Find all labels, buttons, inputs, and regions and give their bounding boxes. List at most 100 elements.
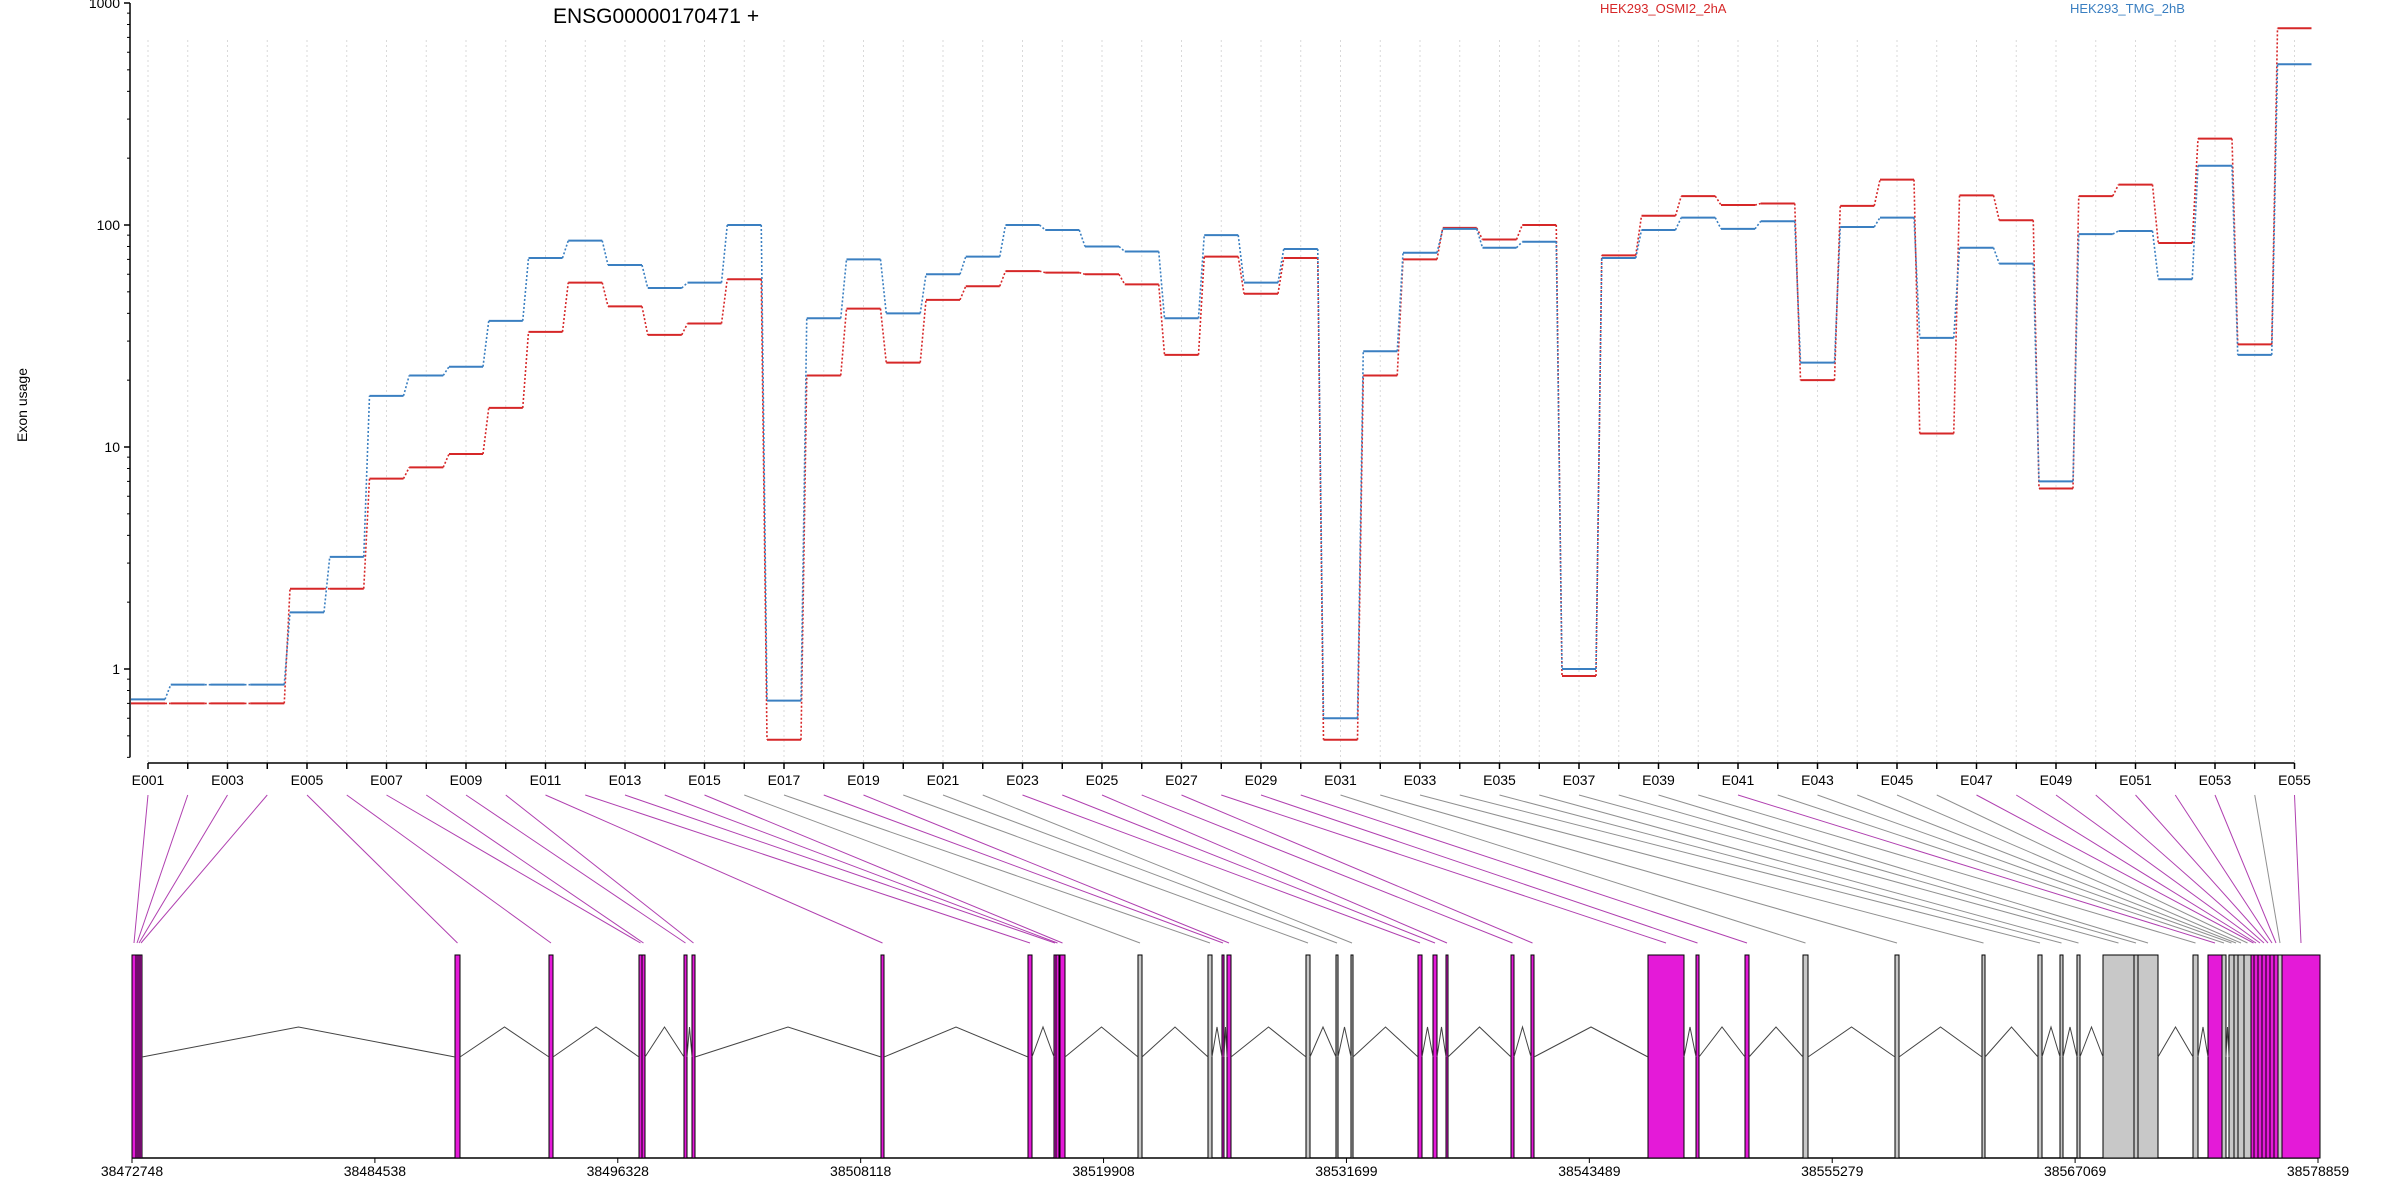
exon-connector bbox=[1062, 794, 1436, 944]
x-tick-label: E021 bbox=[927, 772, 960, 788]
exon-box bbox=[1055, 954, 1060, 1159]
series-connector bbox=[1952, 195, 1961, 434]
exon-box bbox=[454, 954, 461, 1159]
series-connector bbox=[2072, 234, 2080, 482]
exon-connector bbox=[823, 794, 1224, 944]
series-connector bbox=[1674, 195, 1683, 217]
exon-connector bbox=[505, 794, 694, 944]
exon-box bbox=[1226, 954, 1232, 1159]
chart-title: ENSG00000170471 + bbox=[553, 5, 759, 28]
exon-connector bbox=[1141, 794, 1513, 944]
x-tick-label: E007 bbox=[370, 772, 403, 788]
x-tick-label: E051 bbox=[2119, 772, 2152, 788]
series-connector bbox=[283, 612, 291, 685]
exon-connector bbox=[2095, 794, 2265, 944]
exon-connector bbox=[133, 794, 149, 944]
exon-connector bbox=[1499, 794, 2062, 944]
exon-connector bbox=[982, 794, 1353, 944]
exon-box bbox=[2281, 954, 2321, 1159]
series-connector bbox=[402, 466, 410, 480]
intron-chevron bbox=[1533, 1026, 1649, 1058]
intron-chevron bbox=[644, 1026, 685, 1058]
series-connector bbox=[1714, 217, 1722, 230]
intron-chevron bbox=[2197, 1026, 2209, 1058]
series-connector bbox=[1555, 241, 1563, 670]
series-connector bbox=[442, 453, 450, 468]
exon-connector bbox=[1896, 794, 2242, 944]
exon-connector bbox=[1936, 794, 2248, 944]
exon-box bbox=[1894, 954, 1900, 1159]
intron-chevron bbox=[1898, 1026, 1983, 1058]
series-connector bbox=[1038, 224, 1046, 231]
exon-box bbox=[2037, 954, 2043, 1159]
intron-chevron bbox=[1031, 1025, 1055, 1058]
coord-label: 38472748 bbox=[101, 1163, 164, 1179]
series-connector bbox=[999, 270, 1007, 287]
series-connector bbox=[1793, 221, 1802, 363]
exon-connector bbox=[744, 794, 1141, 944]
intron-chevron bbox=[2041, 1025, 2061, 1058]
series-connector bbox=[839, 259, 848, 319]
exon-connector bbox=[783, 794, 1211, 944]
intron-chevron bbox=[694, 1026, 882, 1058]
x-tick-label: E041 bbox=[1722, 772, 1755, 788]
exon-connector bbox=[1181, 794, 1533, 944]
series-connector bbox=[1992, 247, 2001, 264]
exon-connector bbox=[1221, 794, 1667, 944]
series-connector bbox=[482, 320, 490, 367]
exon-connector bbox=[1857, 794, 2237, 944]
intron-chevron bbox=[2225, 1026, 2230, 1058]
series-connector bbox=[1634, 215, 1643, 256]
series-connector bbox=[2270, 28, 2279, 345]
series-connector bbox=[2191, 138, 2199, 244]
intron-chevron bbox=[141, 1026, 456, 1058]
coord-label: 38531699 bbox=[1315, 1163, 1378, 1179]
series-connector bbox=[959, 256, 967, 275]
exon-box bbox=[2221, 954, 2227, 1159]
series-connector bbox=[2270, 64, 2279, 355]
legend-series-tmg: HEK293_TMG_2hB bbox=[2070, 1, 2185, 16]
x-tick-label: E023 bbox=[1006, 772, 1039, 788]
exon-connector bbox=[1260, 794, 1698, 944]
intron-chevron bbox=[1230, 1026, 1307, 1058]
exon-connector bbox=[2135, 794, 2269, 944]
exon-box bbox=[131, 954, 137, 1159]
exon-box bbox=[1305, 954, 1311, 1159]
exon-connector bbox=[704, 794, 1063, 944]
series-connector bbox=[561, 282, 570, 332]
series-connector bbox=[323, 556, 331, 613]
intron-chevron bbox=[1421, 1026, 1434, 1058]
exon-box bbox=[2207, 954, 2223, 1159]
x-tick-label: E015 bbox=[688, 772, 721, 788]
exon-connector bbox=[140, 794, 268, 944]
coord-label: 38519908 bbox=[1072, 1163, 1135, 1179]
series-connector bbox=[1913, 217, 1921, 338]
exon-box bbox=[880, 954, 885, 1159]
coord-label: 38555279 bbox=[1801, 1163, 1864, 1179]
series-connector bbox=[1436, 227, 1444, 260]
exon-box bbox=[2257, 954, 2263, 1159]
series-connector bbox=[1674, 217, 1682, 231]
y-tick-label: 1 bbox=[112, 661, 120, 677]
exon-boxes bbox=[131, 954, 2321, 1159]
exon-connector bbox=[138, 794, 228, 944]
series-connector bbox=[442, 366, 450, 376]
series-connector bbox=[601, 240, 609, 266]
intron-chevron bbox=[1748, 1026, 1804, 1058]
exon-connector bbox=[2254, 794, 2281, 944]
series-connector bbox=[800, 318, 808, 701]
intron-chevron bbox=[1984, 1026, 2039, 1058]
intron-chevron bbox=[1513, 1025, 1532, 1058]
series-connector bbox=[2112, 230, 2119, 235]
intron-chevron bbox=[1436, 1026, 1447, 1058]
series-connector bbox=[1515, 224, 1523, 240]
x-tick-label: E003 bbox=[211, 772, 244, 788]
exon-box bbox=[2137, 954, 2159, 1159]
exon-connector bbox=[1658, 794, 2149, 944]
exon-connector bbox=[465, 794, 686, 944]
series-connector bbox=[998, 224, 1007, 257]
exon-box bbox=[2133, 954, 2139, 1159]
series-connector bbox=[839, 308, 848, 376]
x-tick-label: E027 bbox=[1165, 772, 1198, 788]
coord-label: 38543489 bbox=[1558, 1163, 1621, 1179]
